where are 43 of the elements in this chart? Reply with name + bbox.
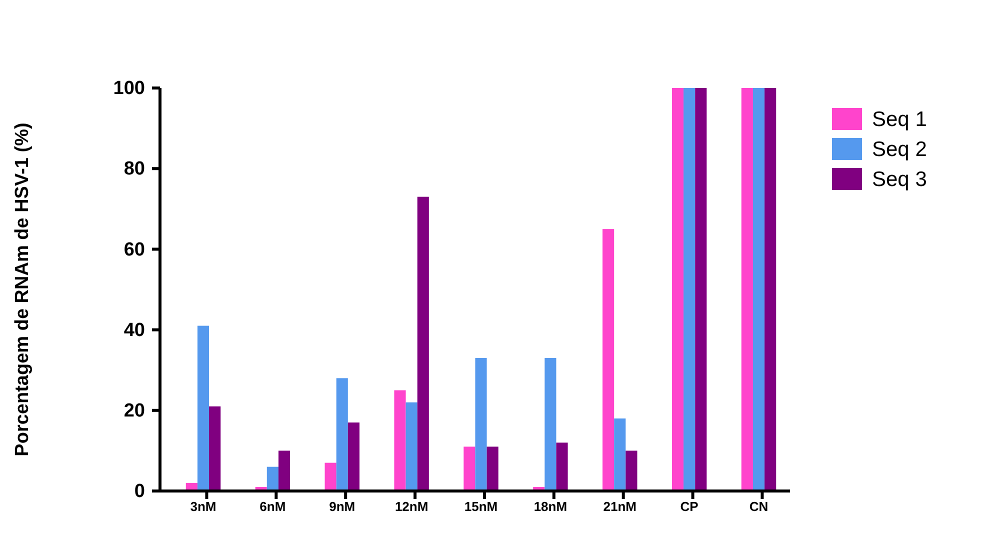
- x-tick-label: CN: [749, 499, 768, 514]
- bar: [752, 88, 765, 491]
- x-tick-label: 12nM: [394, 499, 428, 514]
- bar: [417, 196, 429, 491]
- legend-label: Seq 1: [872, 108, 927, 131]
- x-tick-label: CP: [680, 499, 699, 514]
- bar: [197, 326, 210, 491]
- bar: [544, 358, 556, 491]
- bar: [614, 418, 626, 491]
- bar: [209, 406, 221, 491]
- y-tick-label: 20: [124, 400, 145, 422]
- bar: [684, 88, 696, 491]
- bar: [278, 450, 290, 491]
- bar: [672, 88, 684, 491]
- bar: [475, 358, 487, 491]
- legend-label: Seq 3: [872, 168, 927, 191]
- x-tick-label: 6nM: [260, 499, 286, 514]
- x-tick-label: 9nM: [329, 499, 356, 514]
- bar: [324, 462, 336, 491]
- bar: [626, 450, 638, 491]
- x-tick-label: 21nM: [603, 499, 636, 514]
- y-axis-title: Porcentagem de RNAm de HSV-1 (%): [12, 122, 33, 456]
- bar: [348, 422, 360, 491]
- x-tick-label: 15nM: [464, 499, 498, 514]
- y-tick-label: 80: [124, 158, 145, 180]
- bar: [406, 402, 418, 491]
- y-tick-label: 0: [134, 481, 145, 502]
- bar: [764, 88, 776, 491]
- bar: [556, 442, 568, 491]
- bar: [336, 378, 348, 491]
- y-tick-label: 40: [124, 320, 145, 341]
- bar: [266, 466, 278, 491]
- legend-label: Seq 2: [872, 138, 927, 161]
- bar: [464, 446, 476, 491]
- y-tick-label: 60: [124, 239, 145, 260]
- bar: [486, 446, 498, 491]
- bar: [394, 390, 406, 491]
- x-tick-label: 18nM: [534, 499, 568, 514]
- bar: [602, 229, 614, 491]
- bar: [695, 88, 707, 491]
- bar: [741, 88, 753, 491]
- y-tick-label: 100: [113, 78, 145, 100]
- x-tick-label: 3nM: [190, 499, 216, 514]
